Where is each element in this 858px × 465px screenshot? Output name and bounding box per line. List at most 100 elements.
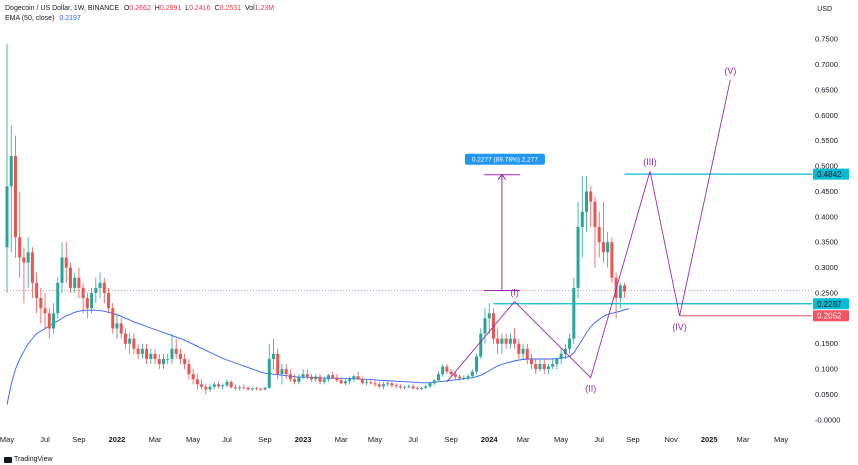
candle	[373, 380, 377, 387]
candle-body	[90, 292, 94, 309]
candle	[377, 381, 381, 389]
candle	[436, 371, 440, 382]
candle-body	[145, 348, 149, 359]
candle-body	[483, 318, 487, 334]
candle	[407, 384, 411, 389]
candle	[212, 381, 216, 390]
y-tick-label: 0.4500	[815, 187, 838, 196]
candle	[225, 379, 229, 388]
close-label: C	[214, 5, 220, 12]
candle	[458, 374, 462, 381]
candle-body	[305, 374, 309, 377]
candle-body	[411, 386, 415, 389]
wave-path	[446, 79, 731, 383]
candle-body	[13, 155, 17, 238]
candle	[90, 287, 94, 314]
candle	[381, 381, 385, 390]
candle	[73, 272, 77, 293]
candle	[263, 386, 267, 391]
x-tick-label: 2022	[109, 435, 126, 444]
candle	[517, 338, 521, 359]
candle-body	[513, 338, 517, 344]
x-tick-label: Sep	[258, 435, 271, 444]
candle	[102, 277, 106, 304]
candle	[475, 353, 479, 375]
candle-body	[360, 379, 364, 383]
y-tick-label: 0.3500	[815, 238, 838, 247]
candle	[149, 348, 153, 365]
candle	[513, 328, 517, 349]
x-tick-label: Jul	[222, 435, 232, 444]
candle	[314, 374, 318, 382]
candle-body	[623, 285, 627, 292]
y-tick-label: 0.3000	[815, 263, 838, 272]
candle	[136, 343, 140, 359]
candle-body	[445, 366, 449, 372]
candle-body	[94, 287, 98, 293]
candle	[35, 272, 39, 314]
x-tick-label: Mar	[149, 435, 162, 444]
candle-body	[348, 379, 352, 382]
candle-body	[77, 277, 81, 288]
candle	[508, 333, 512, 349]
candle-body	[551, 364, 555, 367]
candle	[187, 358, 191, 380]
candle-body	[52, 313, 56, 329]
candle	[288, 369, 292, 382]
current-price-tag	[813, 310, 849, 322]
candle-body	[204, 386, 208, 390]
candle-body	[390, 383, 394, 386]
candle	[369, 379, 373, 385]
tradingview-logo[interactable]: TradingView	[4, 456, 53, 463]
level-price-label: 0.2287	[817, 300, 842, 309]
y-tick-label: 0.1500	[815, 339, 838, 348]
x-tick-label: Nov	[664, 435, 678, 444]
candle-body	[30, 252, 34, 283]
candle-body	[174, 348, 178, 354]
candle	[52, 303, 56, 334]
candles	[5, 44, 627, 395]
candle	[360, 376, 364, 385]
x-tick-label: Sep	[444, 435, 457, 444]
candle	[13, 135, 17, 258]
candle-body	[111, 308, 115, 329]
candle	[77, 267, 81, 299]
x-tick-label: Mar	[335, 435, 348, 444]
candle	[128, 333, 132, 354]
ema-legend[interactable]: EMA (50, close) 0.2197	[5, 15, 81, 22]
candle-body	[441, 366, 445, 375]
ema-value: 0.2197	[59, 15, 81, 22]
currency-label[interactable]: USD	[817, 6, 832, 13]
candle-body	[212, 384, 216, 387]
candle-body	[563, 348, 567, 354]
candle-body	[470, 371, 474, 377]
wave-label: (IV)	[672, 322, 687, 332]
candle-body	[314, 376, 318, 380]
candle-body	[525, 348, 529, 359]
candle	[441, 364, 445, 377]
y-tick-label: 0.0500	[815, 390, 838, 399]
candle	[555, 358, 559, 370]
candle	[568, 333, 572, 354]
candle-body	[60, 257, 64, 283]
candle-body	[225, 381, 229, 386]
candle	[386, 380, 390, 387]
candle	[276, 348, 280, 380]
candle	[85, 292, 89, 319]
candle-body	[335, 377, 339, 381]
candle-body	[284, 369, 288, 375]
candle	[559, 348, 563, 365]
x-tick-label: Jul	[408, 435, 418, 444]
candle-body	[128, 338, 132, 344]
x-tick-label: 2025	[701, 435, 718, 444]
candle	[301, 369, 305, 380]
candle	[500, 333, 504, 354]
x-tick-label: 2023	[295, 435, 312, 444]
candle-body	[352, 376, 356, 380]
x-tick-label: Jul	[40, 435, 50, 444]
candle	[162, 353, 166, 370]
candle-body	[73, 277, 77, 288]
candle	[297, 374, 301, 385]
candle	[18, 191, 22, 278]
